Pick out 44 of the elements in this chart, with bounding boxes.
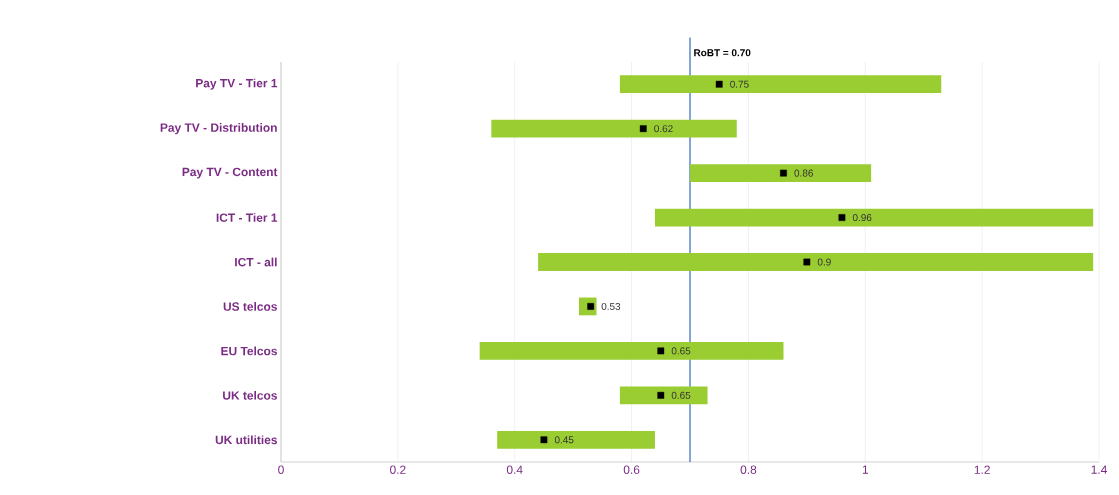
point — [540, 436, 548, 444]
point — [803, 258, 811, 266]
bar — [538, 253, 1094, 271]
data-label: 0.65 — [671, 391, 691, 399]
point — [657, 391, 665, 399]
data-label: 0.86 — [794, 169, 813, 177]
y-tick-label: ICT - all — [235, 257, 277, 267]
bar — [654, 208, 1094, 227]
bar — [479, 342, 784, 360]
data-label: 0.65 — [671, 347, 691, 355]
x-tick-label: 0.6 — [623, 465, 640, 474]
y-tick-label: Pay TV - Distribution — [160, 123, 277, 135]
x-tick-label: 1.4 — [1091, 465, 1107, 474]
x-tick-label: 1.2 — [974, 465, 990, 474]
bar — [491, 119, 737, 138]
y-tick-label: ICT - Tier 1 — [216, 213, 278, 222]
bar — [619, 386, 708, 405]
point — [780, 169, 787, 177]
ref-line-label: RoBT = 0.70 — [694, 49, 751, 57]
data-label: 0.45 — [554, 436, 574, 444]
data-label: 0.75 — [730, 80, 749, 88]
point — [715, 80, 723, 88]
point — [838, 214, 846, 221]
bar — [690, 164, 872, 182]
x-tick-label: 0.4 — [506, 465, 523, 474]
x-tick-label: 1 — [862, 465, 869, 474]
data-label: 0.53 — [601, 302, 621, 310]
x-tick-label: 0.2 — [390, 465, 406, 474]
point — [587, 303, 595, 310]
point — [639, 125, 647, 133]
data-label: 0.62 — [654, 125, 673, 133]
bar — [619, 75, 942, 94]
y-tick-label: Pay TV - Tier 1 — [196, 78, 278, 90]
data-label: 0.9 — [817, 258, 831, 266]
y-tick-label: UK telcos — [223, 390, 277, 400]
y-tick-label: Pay TV - Content — [182, 167, 278, 179]
y-tick-label: US telcos — [223, 302, 277, 311]
data-label: 0.96 — [852, 214, 872, 222]
x-tick-label: 0 — [278, 465, 284, 474]
y-tick-label: EU Telcos — [221, 346, 277, 356]
point — [657, 347, 665, 355]
y-tick-label: UK utilities — [215, 435, 277, 445]
bar — [497, 430, 655, 449]
x-tick-label: 0.8 — [740, 465, 757, 474]
